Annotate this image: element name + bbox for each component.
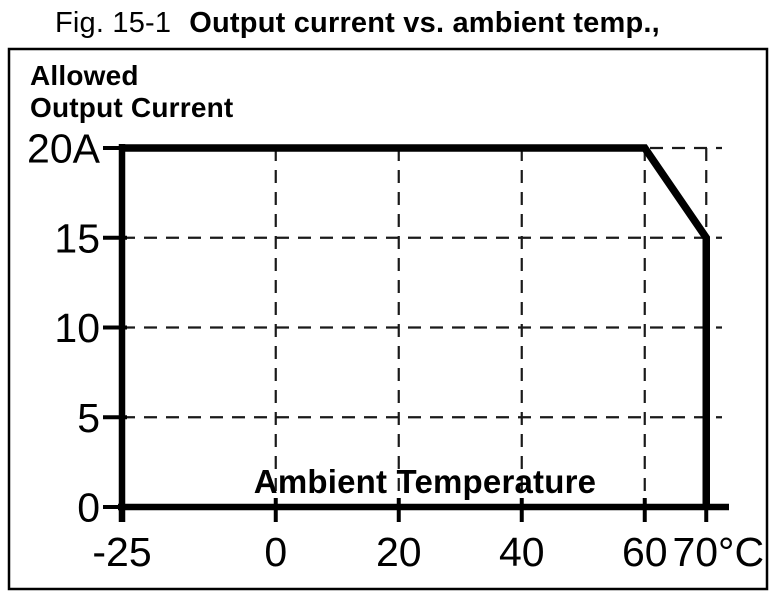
x-tick-label: -25 [92,529,151,575]
y-axis-title-line1: Allowed [30,60,139,91]
y-tick-label: 10 [54,305,100,351]
y-axis-title: Allowed Output Current [30,60,233,124]
x-tick-label: 40 [499,529,545,575]
x-tick-label: 60 [622,529,668,575]
y-tick-label: 20A [27,126,101,172]
y-axis-title-line2: Output Current [30,92,234,123]
y-tick-label: 15 [54,215,100,261]
figure-number: Fig. 15-1 [55,7,172,39]
y-tick-label: 5 [77,395,100,441]
series-allowed-output-current [122,144,710,507]
x-axis-inner-label: Ambient Temperature [253,463,597,500]
figure-title-text: Output current vs. ambient temp., [189,7,660,39]
x-tick-label: 0 [264,529,287,575]
x-tick-label: 70°C [672,529,764,575]
figure-title: Fig. 15-1 Output current vs. ambient temp… [55,7,660,40]
figure-border [7,47,769,591]
x-tick-label: 20 [376,529,422,575]
y-tick-label: 0 [77,485,100,531]
